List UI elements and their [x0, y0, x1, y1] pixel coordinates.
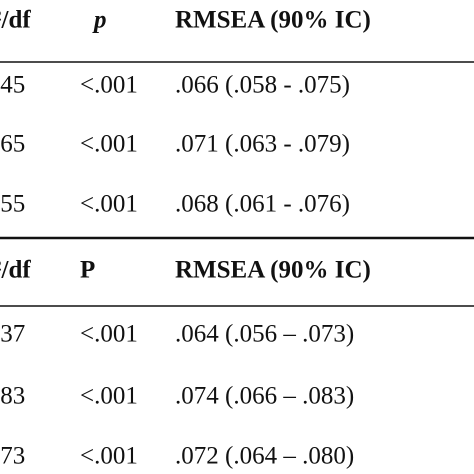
header-cell: p	[92, 7, 107, 34]
cell: <.001	[80, 321, 138, 348]
cell: .068 (.061 - .076)	[175, 191, 350, 218]
cell: .83	[0, 383, 25, 410]
header-cell: RMSEA (90% IC)	[175, 7, 371, 34]
cell: .65	[0, 131, 25, 158]
cell: .074 (.066 – .083)	[175, 383, 354, 410]
cell: .071 (.063 - .079)	[175, 131, 350, 158]
cell: <.001	[80, 191, 138, 218]
header-cell: ²/df	[0, 257, 31, 284]
cell: <.001	[80, 131, 138, 158]
cell: <.001	[80, 443, 138, 470]
cell: .072 (.064 – .080)	[175, 443, 354, 470]
cell: .37	[0, 321, 25, 348]
cell: .064 (.056 – .073)	[175, 321, 354, 348]
cell: .45	[0, 72, 25, 99]
cell: <.001	[80, 72, 138, 99]
header-cell: P	[80, 257, 95, 284]
header-cell: RMSEA (90% IC)	[175, 257, 371, 284]
cell: .73	[0, 443, 25, 470]
cell: .066 (.058 - .075)	[175, 72, 350, 99]
cell: <.001	[80, 383, 138, 410]
cell: .55	[0, 191, 25, 218]
header-cell: ²/df	[0, 7, 31, 34]
